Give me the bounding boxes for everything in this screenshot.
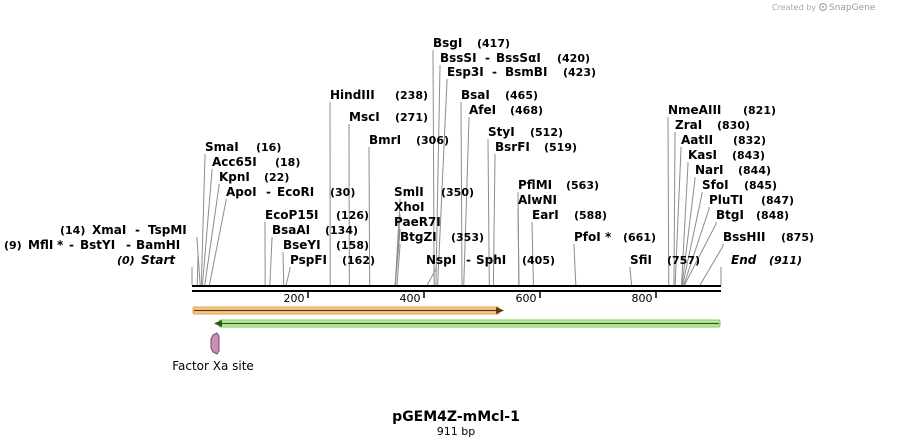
- leader-kasi: [681, 162, 689, 286]
- leader-mfli: [196, 252, 199, 286]
- leader-acc65i: [201, 169, 213, 286]
- site-kpni[interactable]: KpnI (22): [219, 170, 289, 184]
- leader-alwni: [517, 207, 520, 286]
- site-bsgi[interactable]: BsgI (417): [433, 36, 510, 50]
- leader-btgi: [683, 222, 717, 286]
- leader-paer7i: [394, 229, 401, 286]
- site-nspi[interactable]: NspI - SphI (405): [426, 253, 555, 267]
- site-xmai[interactable]: (14) XmaI - TspMI: [60, 223, 187, 237]
- leader-eari: [531, 222, 534, 286]
- site-styi[interactable]: StyI (512): [488, 125, 563, 139]
- leader-styi: [487, 139, 490, 286]
- leader-sfoi: [682, 192, 703, 286]
- site-eari[interactable]: EarI (588): [532, 208, 607, 222]
- leader-afei: [463, 117, 470, 286]
- ruler: 200 400 600 800: [284, 292, 657, 305]
- leader-bsaai: [269, 237, 273, 286]
- ruler-label-800: 800: [632, 292, 653, 305]
- arrow-right-icon: [496, 307, 504, 314]
- leader-btgzi: [396, 244, 401, 286]
- sequence-backbone: [192, 285, 721, 292]
- site-nmeaiii[interactable]: NmeAIII (821): [668, 103, 776, 117]
- site-bmri[interactable]: BmrI (306): [369, 133, 449, 147]
- site-pflmi[interactable]: PflMI (563): [518, 178, 599, 192]
- leader-apoi: [208, 199, 227, 286]
- leader-smai: [200, 154, 206, 286]
- leader-aatii: [674, 147, 682, 286]
- leader-nmeaiii: [667, 117, 670, 286]
- feature-orange[interactable]: [192, 306, 504, 315]
- site-bseyi[interactable]: BseYI (158): [283, 238, 369, 252]
- leader-pfoi: [573, 244, 577, 286]
- site-pfoi[interactable]: PfoI * (661): [574, 230, 656, 244]
- site-smli[interactable]: SmlI (350): [394, 185, 474, 199]
- sequence-title: pGEM4Z-mMcl-1: [392, 409, 520, 425]
- site-bsaai[interactable]: BsaAI (134): [272, 223, 358, 237]
- leader-bsai: [460, 102, 463, 286]
- snapgene-logo-icon: [818, 2, 827, 12]
- leader-nari: [681, 177, 696, 286]
- leader-nspi: [426, 267, 437, 286]
- leader-lines: [191, 50, 724, 286]
- leader-pluti: [683, 207, 710, 286]
- leader-bmri: [368, 147, 371, 286]
- site-zrai[interactable]: ZraI (830): [675, 118, 750, 132]
- leader-pspfi: [285, 267, 291, 286]
- site-ecop15i[interactable]: EcoP15I (126): [265, 208, 369, 222]
- site-esp3i[interactable]: Esp3I - BsmBI (423): [447, 65, 596, 79]
- leader-esp3i: [437, 79, 448, 286]
- site-btgi[interactable]: BtgI (848): [716, 208, 789, 222]
- site-msci[interactable]: MscI (271): [349, 110, 428, 124]
- site-bsshii[interactable]: BssHII (875): [723, 230, 814, 244]
- site-sfii[interactable]: SfiI (757): [630, 253, 700, 267]
- arrow-left-icon: [214, 320, 222, 327]
- site-start[interactable]: (0) Start: [117, 253, 176, 267]
- site-nari[interactable]: NarI (844): [695, 163, 771, 177]
- site-mfli[interactable]: (9) MflI * - BstYI - BamHI: [4, 238, 180, 252]
- site-smai[interactable]: SmaI (16): [205, 140, 281, 154]
- ruler-label-400: 400: [400, 292, 421, 305]
- ruler-label-200: 200: [284, 292, 305, 305]
- site-alwni[interactable]: AlwNI: [518, 193, 557, 207]
- leader-zrai: [673, 132, 676, 286]
- credit-brand: SnapGene: [829, 3, 876, 13]
- sequence-length: 911 bp: [437, 425, 475, 438]
- factor-xa-label: Factor Xa site: [172, 359, 254, 373]
- leader-bsrfi: [492, 154, 496, 286]
- site-hindiii[interactable]: HindIII (238): [330, 88, 428, 102]
- leader-bsgi: [432, 50, 435, 286]
- ruler-label-600: 600: [516, 292, 537, 305]
- site-afei[interactable]: AfeI (468): [469, 103, 543, 117]
- leader-xmai: [196, 237, 201, 286]
- site-acc65i[interactable]: Acc65I (18): [212, 155, 300, 169]
- site-pluti[interactable]: PluTI (847): [709, 193, 794, 207]
- site-sfoi[interactable]: SfoI (845): [702, 178, 777, 192]
- site-paer7i[interactable]: PaeR7I: [394, 215, 441, 229]
- site-pspfi[interactable]: PspFI (162): [290, 253, 375, 267]
- leader-bseyi: [282, 252, 285, 286]
- leader-sfii: [629, 267, 633, 286]
- site-kasi[interactable]: KasI (843): [688, 148, 765, 162]
- credit-prefix: Created by: [772, 3, 816, 12]
- factor-xa-marker-icon: [210, 332, 220, 355]
- feature-green[interactable]: [214, 319, 721, 328]
- site-btgzi[interactable]: BtgZI (353): [400, 230, 484, 244]
- restriction-site-labels: BsgI (417) BssSI - BssSαI (420) Esp3I - BsmBI(…: [4, 36, 814, 267]
- site-bsai[interactable]: BsaI (465): [461, 88, 538, 102]
- site-apoi[interactable]: ApoI - EcoRI (30): [226, 185, 355, 199]
- site-aatii[interactable]: AatII (832): [681, 133, 766, 147]
- leader-bsssi: [435, 65, 441, 286]
- site-end[interactable]: End (911): [731, 253, 802, 267]
- site-bsrfi[interactable]: BsrFI (519): [495, 140, 577, 154]
- leader-bsshii: [699, 244, 724, 286]
- site-bsssi[interactable]: BssSI - BssSαI (420): [440, 51, 590, 65]
- factor-xa-site[interactable]: Factor Xa site: [172, 332, 254, 373]
- leader-kpni: [204, 184, 220, 286]
- site-xhoi[interactable]: XhoI: [394, 200, 425, 214]
